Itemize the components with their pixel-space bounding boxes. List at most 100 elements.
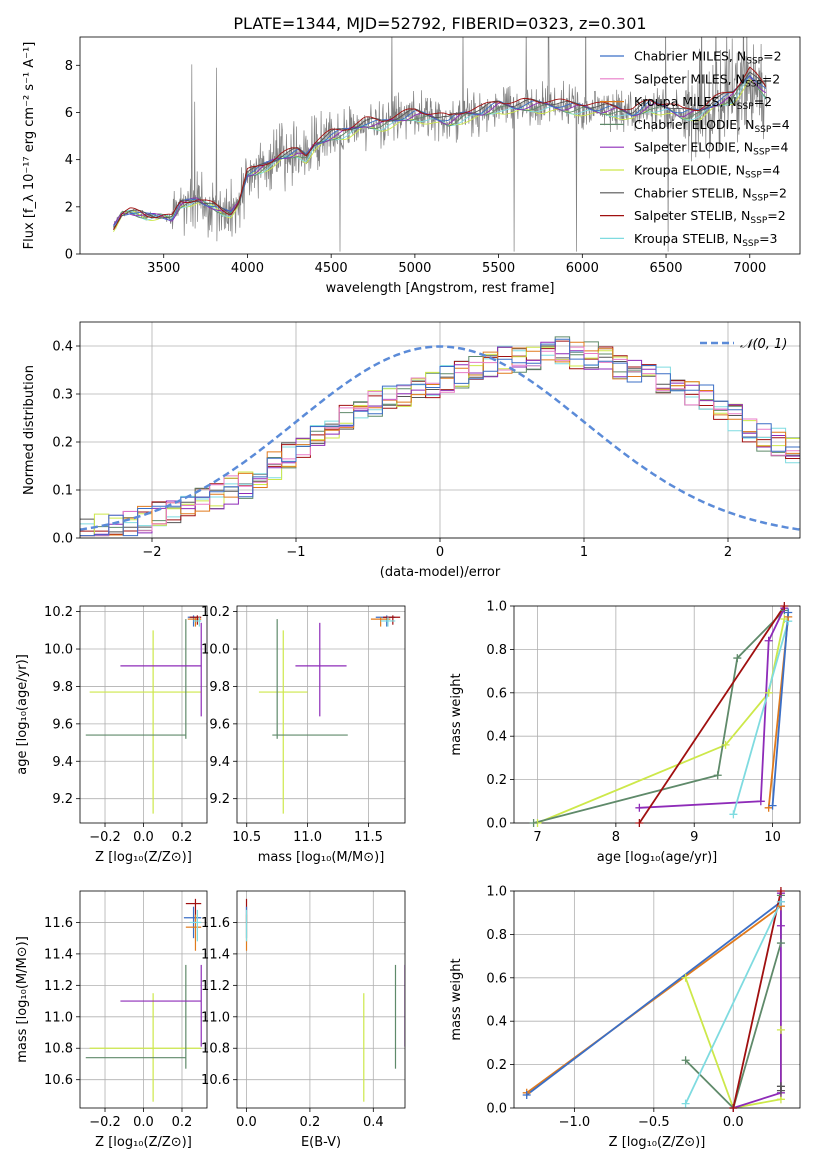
y-tick-label: 0.0 [486, 1102, 507, 1117]
figure-title: PLATE=1344, MJD=52792, FIBERID=0323, z=0… [233, 14, 646, 33]
y-tick-label: 0.1 [52, 484, 73, 499]
legend-label-kroupa_elodie: Kroupa ELODIE, NSSP=4 [634, 163, 780, 181]
y-tick-label: 0.2 [486, 773, 507, 788]
axes-frame [79, 321, 801, 539]
marker-chabrier_miles [522, 1090, 531, 1099]
panel-age_vs_mass: 10.5 11.0 11.5 9.2 9.4 9.6 9.8 10.0 10.2 mass [lo… [201, 605, 406, 865]
axes: 0.0 0.2 0.4 10.6 10.8 11.0 11.2 11.4 11.6 E(B-V) [201, 890, 406, 1150]
legend-subscript: SSP [750, 216, 767, 226]
marker-chabrier_elodie [776, 939, 785, 948]
marker-chabrier_elodie [681, 1056, 690, 1065]
line-chabrier_elodie [533, 609, 785, 823]
line-chabrier_miles [526, 901, 782, 1096]
y-tick-label: 10.2 [201, 605, 230, 620]
x-tick-label: 0.0 [236, 1115, 257, 1130]
marker-kroupa_elodie [721, 740, 730, 749]
y-tick-label: 9.4 [52, 755, 73, 770]
x-axis-label: Z [log₁₀(Z/Z⊙)] [95, 850, 192, 865]
y-axis-label: age [log₁₀(age/yr)] [15, 654, 30, 775]
marker-kroupa_elodie [681, 973, 690, 982]
x-axis-label: mass [log₁₀(M/M⊙)] [258, 850, 385, 865]
legend-subscript: SSP [742, 239, 759, 249]
x-tick-label: 1 [580, 545, 588, 560]
y-tick-label: 10.6 [201, 1073, 230, 1088]
marker-kroupa_stelib [681, 1099, 690, 1108]
panel-residuals: −2 −1 0 1 2 0.0 0.1 0.2 0.3 0.4 (data-model)/error… [22, 321, 801, 580]
y-tick-label: 11.0 [44, 1010, 73, 1025]
axes-frame [513, 605, 801, 824]
marker-salpeter_stelib [729, 1104, 738, 1112]
axes-frame [79, 36, 801, 255]
panel-mass_vs_ebv: 0.0 0.2 0.4 10.6 10.8 11.0 11.2 11.4 11.6 E(B-V) [201, 890, 406, 1150]
marker-salpeter_elodie [756, 797, 765, 806]
plot-area [533, 606, 790, 823]
x-tick-label: 2 [724, 545, 732, 560]
x-tick-label: 4000 [231, 261, 264, 276]
y-tick-label: 2 [65, 200, 73, 215]
x-tick-label: 5500 [482, 261, 515, 276]
legend-label-salpeter_elodie: Salpeter ELODIE, NSSP=4 [634, 140, 789, 158]
panel-spectrum: 3500 4000 4500 5000 5500 6000 6500 7000 0 2 4 6 8 wav… [22, 36, 801, 296]
legend-suffix: =2 [767, 208, 785, 223]
y-tick-label: 10.2 [44, 605, 73, 620]
panel-age_vs_Z: −0.2 0.0 0.2 9.2 9.4 9.6 9.8 10.0 10.2 Z [log₁₀(Z… [15, 605, 208, 865]
y-tick-label: 10.6 [44, 1073, 73, 1088]
x-tick-label: 0.2 [172, 830, 193, 845]
legend-subscript: SSP [753, 148, 770, 158]
y-tick-label: 0.6 [486, 686, 507, 701]
y-tick-label: 0.2 [486, 1058, 507, 1073]
axes: −0.2 0.0 0.2 10.6 10.8 11.0 11.2 11.4 11.6 Z [log… [15, 890, 208, 1150]
x-tick-label: 6000 [566, 261, 599, 276]
marker-kroupa_stelib [729, 810, 738, 819]
line-kroupa_stelib [732, 620, 790, 815]
plot-area [258, 615, 401, 814]
x-tick-label: 0.4 [363, 1115, 384, 1130]
x-axis-label: Z [log₁₀(Z/Z⊙)] [609, 1135, 706, 1150]
x-tick-label: 10.5 [232, 830, 261, 845]
x-axis-label: Z [log₁₀(Z/Z⊙)] [95, 1135, 192, 1150]
marker-salpeter_elodie [764, 636, 773, 645]
line-salpeter_elodie [639, 607, 786, 809]
marker-chabrier_elodie [529, 819, 538, 827]
y-axis-label: Flux [f_λ 10⁻¹⁷ erg cm⁻² s⁻¹ A⁻¹] [22, 42, 37, 250]
x-tick-label: 8 [612, 830, 620, 845]
plot-area [85, 615, 202, 814]
marker-salpeter_elodie [635, 803, 644, 812]
plot-area [113, 37, 767, 252]
legend-suffix: =4 [771, 117, 789, 132]
legend-label-chabrier_elodie: Chabrier ELODIE, NSSP=4 [634, 117, 790, 135]
y-tick-label: 11.0 [201, 1010, 230, 1025]
x-tick-label: 0.2 [172, 1115, 193, 1130]
plot-area [245, 898, 405, 1102]
y-tick-label: 9.2 [209, 792, 230, 807]
axes: −1.0 −0.5 0.0 0.0 0.2 0.4 0.6 0.8 1.0 Z [log₁₀(Z/… [449, 885, 801, 1150]
x-tick-label: −1 [286, 545, 305, 560]
legend-suffix: =4 [762, 163, 780, 178]
line-salpeter_stelib [638, 606, 786, 823]
legend-subscript: SSP [737, 102, 754, 112]
marker-salpeter_stelib [780, 602, 789, 610]
marker-kroupa_stelib [776, 897, 785, 906]
axes-frame [236, 890, 406, 1109]
y-tick-label: 8 [65, 59, 73, 74]
marker-chabrier_stelib [776, 1082, 785, 1091]
panel-mass_vs_Z: −0.2 0.0 0.2 10.6 10.8 11.0 11.2 11.4 11.6 Z [log… [15, 890, 208, 1150]
y-tick-label: 0 [65, 248, 73, 263]
y-tick-label: 9.8 [52, 680, 73, 695]
y-tick-label: 0.8 [486, 928, 507, 943]
x-tick-label: 5000 [398, 261, 431, 276]
marker-chabrier_miles [784, 608, 793, 617]
line-kroupa_stelib [684, 901, 782, 1105]
x-tick-label: 4500 [315, 261, 348, 276]
marker-salpeter_stelib [776, 887, 785, 895]
x-axis-label: wavelength [Angstrom, rest frame] [326, 281, 555, 296]
x-tick-label: −0.5 [638, 1115, 670, 1130]
y-tick-label: 11.4 [201, 947, 230, 962]
legend: Chabrier MILES, NSSP=2 Salpeter MILES, NS… [600, 49, 790, 249]
plot-area [80, 336, 800, 537]
legend-subscript: SSP [754, 125, 771, 135]
x-tick-label: 0.0 [133, 830, 154, 845]
y-tick-label: 0.4 [486, 730, 507, 745]
marker-kroupa_elodie [776, 1025, 785, 1034]
